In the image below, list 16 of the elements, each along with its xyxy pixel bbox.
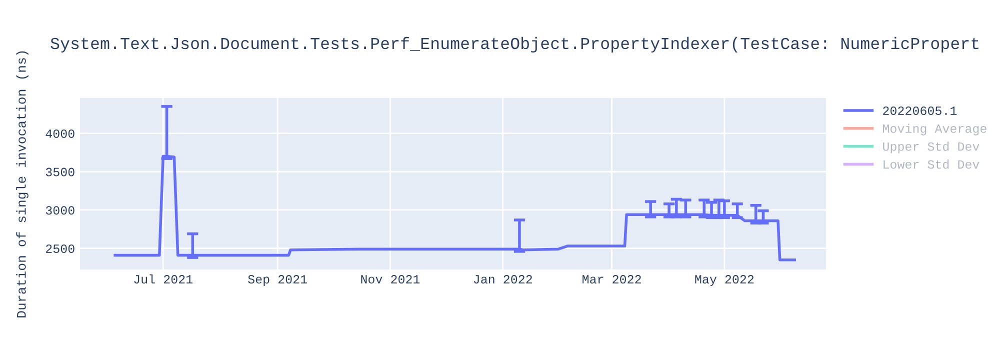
legend-label: Moving Average [882,124,986,136]
y-tick-label: 4000 [46,129,74,138]
x-tick-label: Nov 2021 [361,275,420,284]
x-tick-label: Mar 2022 [582,275,641,284]
y-tick-label: 2500 [46,244,74,253]
legend-label: Upper Std Dev [883,142,980,154]
legend-label: Lower Std Dev [884,160,980,169]
x-tick-label: Sep 2021 [248,275,307,286]
y-tick-label: 3000 [46,206,74,215]
y-tick-label: 3500 [46,168,74,176]
x-tick-label: Jul 2021 [134,274,192,284]
x-tick-label: May 2022 [695,275,754,286]
x-tick-label: Jan 2022 [474,275,532,284]
y-axis-title: Duration of single invocation (ns) [16,51,28,318]
chart-title: System.Text.Json.Document.Tests.Perf_EnumerateObject.PropertyIndexer(TestCase: NumericPropert [50,36,978,52]
legend-label: 20220605.1 [883,106,957,115]
